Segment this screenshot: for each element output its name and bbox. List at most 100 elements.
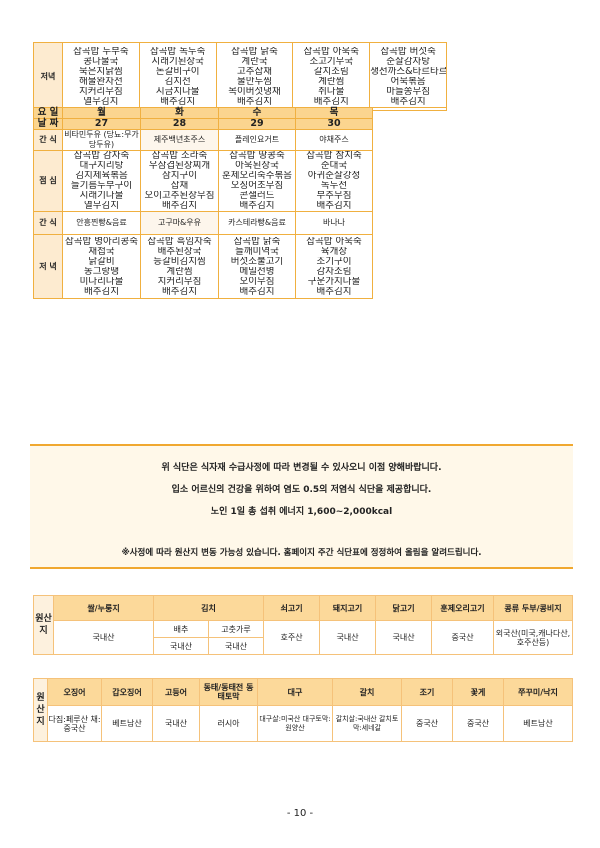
- menu-cell: 잡곡밥 두부죽 콩나물국 묵은지닭찜 해물완자전 치커리무침 열무김치: [62, 42, 140, 111]
- menu-item: 배추김치: [239, 201, 275, 211]
- row-label: 저녁: [33, 42, 63, 111]
- origin-header: 대구: [257, 678, 333, 706]
- date-header: 28: [140, 118, 219, 130]
- notice-line: 노인 1일 총 섭취 에너지 1,600~2,000kcal: [210, 507, 393, 517]
- menu-item: 생선까스&타르타르: [370, 66, 446, 77]
- menu-item: 시금치나물: [155, 86, 200, 97]
- kimchi-value: 국내산: [207, 637, 265, 655]
- menu-item: 아욱된장국: [235, 161, 279, 171]
- origin-value: 국내산: [152, 705, 200, 742]
- menu-item: 순대국: [320, 161, 348, 171]
- origin-value: 중국산: [452, 705, 504, 742]
- menu-item: 취나물: [318, 86, 345, 97]
- origin-header: 훈제오리고기: [431, 595, 495, 621]
- date-header: 30: [295, 118, 373, 130]
- menu-item: 치커리무침: [157, 276, 202, 287]
- menu-item: 고추잡채: [237, 66, 272, 77]
- snack-cell: 제주백년초주스: [140, 129, 219, 151]
- menu-item: 갈치조림: [313, 66, 349, 77]
- day-header: 화: [140, 107, 219, 119]
- menu-item: 배추김치: [390, 96, 426, 107]
- dinner-label: 저 녁: [33, 234, 63, 299]
- menu-item: 소고기무국: [309, 56, 354, 67]
- origin-header: 고등어: [152, 678, 200, 706]
- snack-cell: 야채주스: [295, 129, 373, 151]
- origin-header: 김치: [152, 595, 265, 621]
- origin-table-1: 원산지 쌀/누룽지 김치 쇠고기 돼지고기 닭고기 훈제오리고기 콩류 두부/콩…: [33, 595, 573, 655]
- origin-value: 베트남산: [101, 705, 153, 742]
- menu-item: 묵은지닭찜: [79, 66, 123, 77]
- menu-cell: 잡곡밥 흑임자죽 배추된장국 등갈비김치찜 계란찜 치커리무침 배추김치: [140, 234, 219, 299]
- date-label: 날 짜: [33, 118, 63, 130]
- menu-item: 잡곡밥 녹두죽: [149, 46, 206, 57]
- menu-cell: 잡곡밥 땅콩죽 아욱된장국 훈제오리숙주볶음 오징어초무침 콘샐러드 배추김치: [218, 150, 296, 212]
- menu-item: 콘샐러드: [239, 191, 275, 201]
- menu-item: 오징어초무침: [230, 181, 284, 191]
- menu-item: 녹두전: [320, 181, 348, 191]
- origin-header: 오징어: [47, 678, 102, 706]
- origin-header: 꽃게: [452, 678, 504, 706]
- origin-label: 원산지: [33, 595, 54, 655]
- menu-item: 시래기나물: [79, 191, 124, 201]
- origin-value: 국내산: [53, 620, 154, 655]
- menu-item: 우삼겹된장찌개: [148, 161, 211, 171]
- menu-item: 배추김치: [316, 201, 352, 211]
- origin-value: 갈치살:국내산 갈치토막:세네갈: [332, 705, 402, 742]
- menu-item: 오이고추된장무침: [144, 191, 215, 201]
- menu-cell: 잡곡밥 감자죽 대구지리탕 김치제육볶음 들기름두부구이 시래기나물 열무김치: [62, 150, 141, 212]
- menu-item: 열무김치: [84, 201, 119, 211]
- menu-item: 잡곡밥 흑임자죽: [147, 236, 212, 247]
- menu-item: 배추김치: [313, 96, 349, 107]
- origin-label: 원산지: [33, 678, 48, 742]
- menu-item: 마늘쫑무침: [386, 86, 430, 97]
- menu-cell: 잡곡밥 아욱죽 소고기무국 갈치조림 계란찜 취나물 배추김치: [292, 42, 371, 111]
- origin-header: 쭈꾸미/낙지: [503, 678, 573, 706]
- lunch-label: 점 심: [33, 150, 63, 212]
- origin-value: 호주산: [263, 620, 321, 655]
- menu-cell: 잡곡밥 닭죽 계란국 고추잡채 물만두찜 목이버섯냉채 배추김치: [215, 42, 294, 111]
- menu-item: 감자조림: [316, 266, 352, 277]
- weekly-menu-table: 요 일 월 화 수 목 날 짜 27 28 29 30 간 식 비타민두유 (당…: [33, 107, 447, 299]
- menu-item: 배추김치: [160, 96, 196, 107]
- menu-item: 삼치구이: [162, 171, 197, 181]
- snack-cell: 안흥찐빵&음료: [62, 211, 141, 235]
- origin-value: 대구살:미국산 대구토막:원양산: [257, 705, 333, 742]
- snack-label: 간 식: [33, 129, 63, 151]
- menu-item: 등갈비김치찜: [153, 256, 206, 267]
- menu-item: 배추된장국: [157, 246, 202, 257]
- menu-item: 부추무침: [316, 191, 352, 201]
- menu-item: 버섯소불고기: [230, 256, 284, 267]
- menu-item: 해물완자전: [79, 76, 123, 87]
- origin-value: 다짐:페루산 채:중국산: [47, 705, 102, 742]
- origin-header: 닭고기: [375, 595, 433, 621]
- menu-item: 순살감자탕: [386, 56, 430, 67]
- kimchi-sub-header: 고춧가루: [207, 620, 265, 638]
- menu-item: 잡곡밥 닭죽: [233, 236, 281, 247]
- menu-item: 열무김치: [83, 96, 119, 107]
- notice-line: ※사정에 따라 원산지 변동 가능성 있습니다. 홈페이지 주간 식단표에 정정…: [121, 548, 482, 558]
- origin-value: 중국산: [431, 620, 495, 655]
- menu-item: 미나리나물: [79, 276, 124, 287]
- menu-cell: 잡곡밥 닭죽 들깨미역국 버섯소불고기 메밀전병 오이무침 배추김치: [218, 234, 296, 299]
- menu-item: 육개장: [320, 246, 348, 257]
- menu-item: 계란찜: [166, 266, 193, 277]
- menu-item: 배추김치: [162, 286, 197, 297]
- menu-item: 물만두찜: [237, 76, 272, 87]
- empty-cell: [372, 107, 447, 299]
- origin-header: 갑오징어: [101, 678, 153, 706]
- day-header: 수: [218, 107, 296, 119]
- menu-item: 잡곡밥 감자죽: [73, 151, 130, 161]
- snack-cell: 카스테라빵&음료: [218, 211, 296, 235]
- notice-box: 위 식단은 식자재 수급사정에 따라 변경될 수 있사오니 이점 양해바랍니다.…: [30, 444, 573, 569]
- menu-item: 배추김치: [316, 286, 352, 297]
- menu-item: 들기름두부구이: [70, 181, 133, 191]
- origin-value: 중국산: [401, 705, 453, 742]
- menu-item: 시래기된장국: [151, 56, 204, 67]
- menu-item: 계란국: [241, 56, 268, 67]
- notice-line: 입소 어르신의 건강을 위하여 염도 0.5의 저염식 식단을 제공합니다.: [171, 485, 432, 495]
- origin-table-2: 원산지 오징어 갑오징어 고등어 동태/동태전 동태토막 대구 갈치 조기 꽃게…: [33, 678, 573, 742]
- menu-cell: 잡곡밥 버섯죽 순살감자탕 생선까스&타르타르 어묵볶음 마늘쫑무침 배추김치: [369, 42, 447, 111]
- origin-header: 갈치: [332, 678, 402, 706]
- date-header: 29: [218, 118, 296, 130]
- snack-cell: 플레인요거트: [218, 129, 296, 151]
